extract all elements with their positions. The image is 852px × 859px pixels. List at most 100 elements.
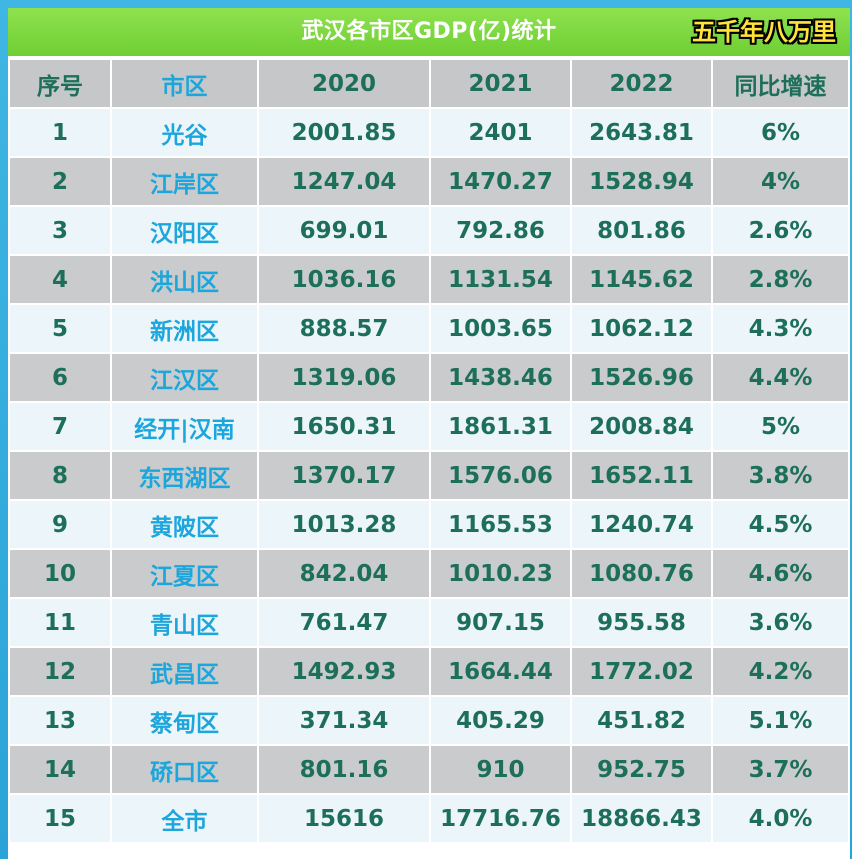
cell-district: 新洲区 (112, 305, 257, 352)
header-growth: 同比增速 (713, 60, 848, 107)
cell-gdp-2020: 801.16 (259, 746, 429, 793)
header-district: 市区 (112, 60, 257, 107)
cell-growth: 3.7% (713, 746, 848, 793)
cell-district: 光谷 (112, 109, 257, 156)
cell-district: 青山区 (112, 599, 257, 646)
cell-gdp-2020: 1247.04 (259, 158, 429, 205)
cell-gdp-2022: 955.58 (572, 599, 711, 646)
cell-district: 汉阳区 (112, 207, 257, 254)
gdp-table-panel: 武汉各市区GDP(亿)统计 五千年八万里 序号 市区 2020 2021 2022 同比增… (8, 8, 850, 859)
cell-index: 10 (10, 550, 110, 597)
cell-growth: 4.5% (713, 501, 848, 548)
cell-gdp-2020: 842.04 (259, 550, 429, 597)
cell-growth: 3.8% (713, 452, 848, 499)
cell-growth: 4.4% (713, 354, 848, 401)
cell-index: 11 (10, 599, 110, 646)
table-row: 1 光谷 2001.85 2401 2643.81 6% (10, 109, 848, 156)
cell-growth: 2.6% (713, 207, 848, 254)
cell-district: 武昌区 (112, 648, 257, 695)
cell-gdp-2020: 1492.93 (259, 648, 429, 695)
cell-index: 1 (10, 109, 110, 156)
cell-gdp-2020: 1319.06 (259, 354, 429, 401)
cell-gdp-2022: 1526.96 (572, 354, 711, 401)
cell-gdp-2020: 1370.17 (259, 452, 429, 499)
cell-index: 3 (10, 207, 110, 254)
cell-district: 江岸区 (112, 158, 257, 205)
cell-gdp-2021: 792.86 (431, 207, 570, 254)
table-row: 11 青山区 761.47 907.15 955.58 3.6% (10, 599, 848, 646)
header-2022: 2022 (572, 60, 711, 107)
cell-index: 14 (10, 746, 110, 793)
table-row: 2 江岸区 1247.04 1470.27 1528.94 4% (10, 158, 848, 205)
cell-gdp-2021: 1664.44 (431, 648, 570, 695)
cell-gdp-2020: 371.34 (259, 697, 429, 744)
cell-gdp-2021: 1003.65 (431, 305, 570, 352)
cell-growth: 6% (713, 109, 848, 156)
cell-district: 硚口区 (112, 746, 257, 793)
cell-gdp-2022: 1772.02 (572, 648, 711, 695)
cell-growth: 3.6% (713, 599, 848, 646)
cell-district: 洪山区 (112, 256, 257, 303)
table-title: 武汉各市区GDP(亿)统计 (301, 19, 557, 44)
cell-gdp-2022: 1528.94 (572, 158, 711, 205)
cell-gdp-2022: 1080.76 (572, 550, 711, 597)
cell-district: 全市 (112, 795, 257, 842)
header-2020: 2020 (259, 60, 429, 107)
cell-index: 6 (10, 354, 110, 401)
cell-gdp-2021: 2401 (431, 109, 570, 156)
table-row: 15 全市 15616 17716.76 18866.43 4.0% (10, 795, 848, 842)
cell-growth: 5% (713, 403, 848, 450)
cell-gdp-2020: 888.57 (259, 305, 429, 352)
cell-gdp-2021: 1470.27 (431, 158, 570, 205)
table-row: 3 汉阳区 699.01 792.86 801.86 2.6% (10, 207, 848, 254)
cell-gdp-2022: 952.75 (572, 746, 711, 793)
cell-gdp-2020: 1650.31 (259, 403, 429, 450)
cell-growth: 4.2% (713, 648, 848, 695)
cell-index: 8 (10, 452, 110, 499)
cell-gdp-2022: 18866.43 (572, 795, 711, 842)
cell-district: 黄陂区 (112, 501, 257, 548)
cell-district: 江夏区 (112, 550, 257, 597)
cell-gdp-2021: 405.29 (431, 697, 570, 744)
title-bar (8, 8, 850, 56)
cell-gdp-2022: 2008.84 (572, 403, 711, 450)
cell-growth: 4.0% (713, 795, 848, 842)
cell-index: 7 (10, 403, 110, 450)
table-row: 9 黄陂区 1013.28 1165.53 1240.74 4.5% (10, 501, 848, 548)
cell-gdp-2021: 1010.23 (431, 550, 570, 597)
cell-district: 江汉区 (112, 354, 257, 401)
cell-gdp-2021: 1165.53 (431, 501, 570, 548)
cell-gdp-2021: 1131.54 (431, 256, 570, 303)
cell-gdp-2020: 2001.85 (259, 109, 429, 156)
table-row: 13 蔡甸区 371.34 405.29 451.82 5.1% (10, 697, 848, 744)
cell-index: 5 (10, 305, 110, 352)
cell-gdp-2020: 15616 (259, 795, 429, 842)
cell-gdp-2020: 761.47 (259, 599, 429, 646)
table-row: 5 新洲区 888.57 1003.65 1062.12 4.3% (10, 305, 848, 352)
cell-gdp-2022: 1062.12 (572, 305, 711, 352)
table-body: 1 光谷 2001.85 2401 2643.81 6% 2 江岸区 1247.04 1470.2… (10, 109, 848, 842)
cell-index: 13 (10, 697, 110, 744)
cell-gdp-2021: 907.15 (431, 599, 570, 646)
table-row: 12 武昌区 1492.93 1664.44 1772.02 4.2% (10, 648, 848, 695)
table-header-row: 序号 市区 2020 2021 2022 同比增速 (10, 60, 848, 107)
cell-gdp-2021: 1438.46 (431, 354, 570, 401)
cell-index: 4 (10, 256, 110, 303)
cell-gdp-2021: 1861.31 (431, 403, 570, 450)
cell-district: 东西湖区 (112, 452, 257, 499)
table-row: 8 东西湖区 1370.17 1576.06 1652.11 3.8% (10, 452, 848, 499)
cell-district: 经开|汉南 (112, 403, 257, 450)
cell-growth: 4% (713, 158, 848, 205)
cell-gdp-2022: 801.86 (572, 207, 711, 254)
table-row: 7 经开|汉南 1650.31 1861.31 2008.84 5% (10, 403, 848, 450)
cell-gdp-2021: 1576.06 (431, 452, 570, 499)
header-index: 序号 (10, 60, 110, 107)
cell-gdp-2021: 910 (431, 746, 570, 793)
cell-gdp-2022: 2643.81 (572, 109, 711, 156)
table-row: 4 洪山区 1036.16 1131.54 1145.62 2.8% (10, 256, 848, 303)
cell-growth: 4.3% (713, 305, 848, 352)
header-2021: 2021 (431, 60, 570, 107)
cell-index: 15 (10, 795, 110, 842)
cell-growth: 2.8% (713, 256, 848, 303)
gdp-table: 序号 市区 2020 2021 2022 同比增速 1 光谷 2001.85 2401 2643.… (8, 58, 850, 844)
